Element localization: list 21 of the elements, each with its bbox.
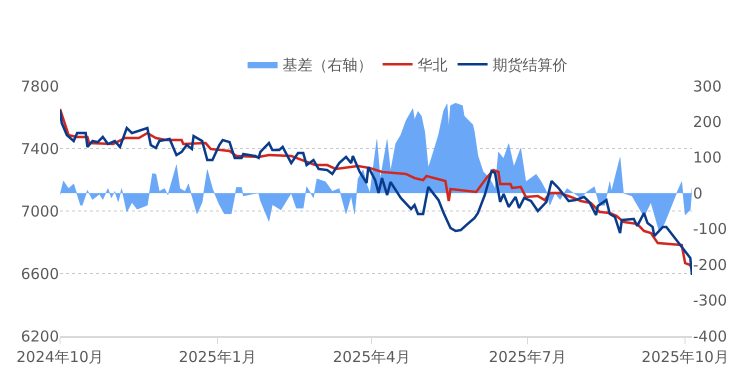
x-tick-label: 2025年1月 bbox=[178, 348, 256, 366]
y-tick-label: 7400 bbox=[20, 140, 59, 158]
x-tick-label: 2025年7月 bbox=[488, 348, 566, 366]
y-tick-label: 7800 bbox=[20, 77, 59, 96]
y2-tick-label: -300 bbox=[693, 292, 728, 310]
legend-label: 期货结算价 bbox=[492, 56, 568, 74]
x-tick-label: 2024年10月 bbox=[16, 348, 104, 366]
legend-label: 华北 bbox=[418, 56, 448, 74]
y2-tick-label: 100 bbox=[693, 148, 722, 167]
y2-tick-label: -100 bbox=[693, 220, 728, 238]
x-tick-label: 2025年10月 bbox=[642, 348, 729, 366]
y2-tick-label: 200 bbox=[693, 112, 722, 131]
y-tick-label: 6600 bbox=[20, 264, 59, 283]
y2-tick-label: -400 bbox=[693, 327, 728, 346]
y-tick-label: 7000 bbox=[20, 202, 59, 220]
y2-tick-label: -200 bbox=[693, 256, 728, 274]
y2-tick-label: 0 bbox=[693, 184, 703, 202]
x-tick-label: 2025年4月 bbox=[332, 348, 411, 366]
y2-tick-label: 300 bbox=[693, 77, 722, 96]
legend-label: 基差（右轴） bbox=[282, 56, 373, 74]
y-tick-label: 6200 bbox=[20, 327, 59, 346]
